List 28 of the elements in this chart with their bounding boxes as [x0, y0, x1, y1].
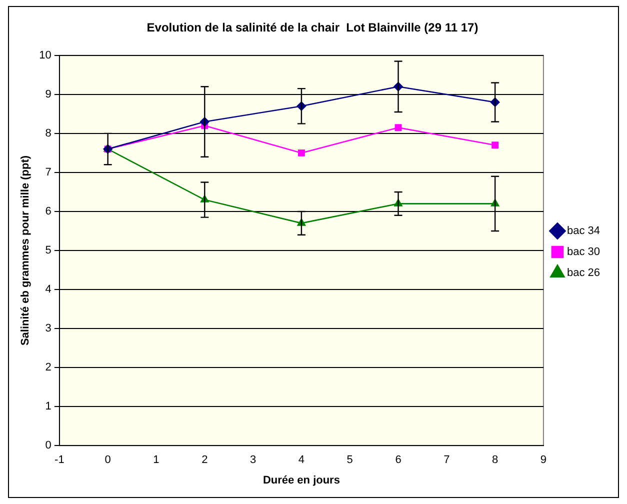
- x-tick-label: 8: [492, 454, 498, 466]
- y-tick-label: 9: [45, 88, 52, 100]
- x-axis-title: Durée en jours: [262, 474, 340, 486]
- x-tick-label: -1: [54, 454, 64, 466]
- y-tick-label: 1: [45, 400, 52, 413]
- y-tick-label: 7: [45, 166, 52, 178]
- legend-label: bac 30: [566, 246, 600, 258]
- x-tick-label: 4: [298, 454, 305, 466]
- y-tick-label: 3: [45, 322, 52, 335]
- legend-label: bac 34: [566, 225, 600, 238]
- x-tick-label: 1: [153, 454, 160, 466]
- x-tick-label: 2: [202, 454, 208, 466]
- x-tick-label: 6: [395, 454, 402, 466]
- y-tick-label: 0: [45, 440, 52, 452]
- y-axis-title: Salinité eb grammes pour mille (ppt): [20, 155, 32, 346]
- x-tick-label: 3: [250, 454, 256, 466]
- y-tick-label: 5: [45, 244, 52, 257]
- legend-label: bac 26: [566, 267, 600, 280]
- y-tick-label: 10: [39, 49, 52, 62]
- y-tick-label: 2: [45, 362, 52, 374]
- y-tick-label: 8: [45, 127, 52, 140]
- x-tick-label: 5: [346, 454, 353, 466]
- y-tick-label: 6: [45, 206, 52, 218]
- x-tick-label: 0: [104, 454, 111, 466]
- chart-title: Evolution de la salinité de la chair Lot Blainville (29 11 17): [146, 20, 478, 35]
- y-tick-label: 4: [45, 284, 52, 296]
- x-tick-label: 7: [444, 454, 450, 466]
- x-tick-label: 9: [540, 454, 547, 466]
